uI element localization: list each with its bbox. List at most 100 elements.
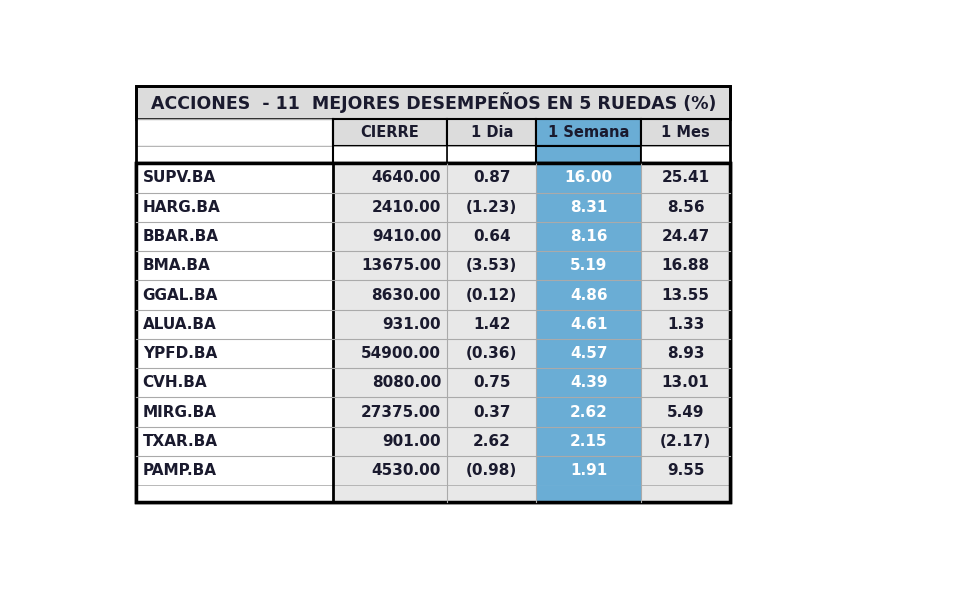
Bar (332, 310, 447, 339)
Bar (136, 163, 332, 193)
Bar (641, 339, 730, 368)
Bar (332, 251, 447, 280)
Bar (641, 222, 730, 251)
Text: 1.33: 1.33 (666, 316, 705, 332)
Text: 25.41: 25.41 (662, 170, 710, 185)
Text: (1.23): (1.23) (466, 200, 517, 215)
Bar (136, 456, 332, 485)
Text: BMA.BA: BMA.BA (143, 259, 211, 273)
Bar (332, 118, 447, 146)
Bar (536, 426, 641, 456)
Bar (447, 222, 536, 251)
Bar (332, 426, 447, 456)
Bar (332, 397, 447, 426)
Text: TXAR.BA: TXAR.BA (143, 434, 218, 449)
Bar (136, 193, 332, 222)
Bar (641, 146, 730, 163)
Bar (136, 86, 730, 502)
Bar (447, 163, 536, 193)
Text: (0.36): (0.36) (466, 346, 517, 361)
Text: 8.16: 8.16 (570, 229, 608, 244)
Bar (536, 222, 641, 251)
Text: GGAL.BA: GGAL.BA (143, 288, 218, 303)
Text: 931.00: 931.00 (382, 316, 441, 332)
Text: 4640.00: 4640.00 (371, 170, 441, 185)
Bar (536, 310, 641, 339)
Bar (641, 485, 730, 502)
Bar (332, 456, 447, 485)
Text: BBAR.BA: BBAR.BA (143, 229, 219, 244)
Text: PAMP.BA: PAMP.BA (143, 463, 217, 478)
Text: 8080.00: 8080.00 (371, 375, 441, 390)
Bar (332, 163, 447, 193)
Bar (536, 485, 641, 502)
Bar (536, 251, 641, 280)
Bar (332, 339, 447, 368)
Bar (136, 310, 332, 339)
Text: 8.93: 8.93 (666, 346, 705, 361)
Bar (536, 339, 641, 368)
Bar (136, 339, 332, 368)
Text: 9410.00: 9410.00 (371, 229, 441, 244)
Bar (136, 118, 332, 146)
Text: 16.88: 16.88 (662, 259, 710, 273)
Bar (536, 280, 641, 310)
Text: 1 Mes: 1 Mes (662, 125, 710, 140)
Bar (447, 146, 536, 163)
Text: 54900.00: 54900.00 (361, 346, 441, 361)
Bar (641, 456, 730, 485)
Bar (447, 397, 536, 426)
Text: 9.55: 9.55 (666, 463, 705, 478)
Bar (641, 193, 730, 222)
Text: (2.17): (2.17) (660, 434, 711, 449)
Text: (0.12): (0.12) (466, 288, 517, 303)
Bar (136, 368, 332, 397)
Text: 0.87: 0.87 (473, 170, 511, 185)
Bar (136, 146, 332, 163)
Text: 13.01: 13.01 (662, 375, 710, 390)
Bar (332, 485, 447, 502)
Text: 901.00: 901.00 (382, 434, 441, 449)
Bar (536, 163, 641, 193)
Bar (536, 146, 641, 163)
Bar (136, 485, 332, 502)
Text: 0.37: 0.37 (473, 405, 511, 420)
Bar (447, 485, 536, 502)
Text: 4530.00: 4530.00 (371, 463, 441, 478)
Text: 2410.00: 2410.00 (371, 200, 441, 215)
Text: 5.19: 5.19 (570, 259, 608, 273)
Bar (136, 222, 332, 251)
Bar (536, 397, 641, 426)
Text: 13.55: 13.55 (662, 288, 710, 303)
Bar (447, 251, 536, 280)
Bar (641, 251, 730, 280)
Text: MIRG.BA: MIRG.BA (143, 405, 217, 420)
Bar (332, 193, 447, 222)
Text: 27375.00: 27375.00 (361, 405, 441, 420)
Text: 1 Dia: 1 Dia (470, 125, 513, 140)
Text: CVH.BA: CVH.BA (143, 375, 208, 390)
Bar (641, 118, 730, 146)
Text: 2.62: 2.62 (473, 434, 511, 449)
Bar (447, 456, 536, 485)
Text: 24.47: 24.47 (662, 229, 710, 244)
Text: 4.57: 4.57 (570, 346, 608, 361)
Text: 13675.00: 13675.00 (361, 259, 441, 273)
Text: 4.61: 4.61 (570, 316, 608, 332)
Text: CIERRE: CIERRE (361, 125, 419, 140)
Text: SUPV.BA: SUPV.BA (143, 170, 216, 185)
Text: 8.31: 8.31 (570, 200, 608, 215)
Text: 8.56: 8.56 (666, 200, 705, 215)
Bar (332, 146, 447, 163)
Bar (447, 193, 536, 222)
Bar (136, 251, 332, 280)
Bar (447, 280, 536, 310)
Bar (641, 368, 730, 397)
Text: 4.86: 4.86 (569, 288, 608, 303)
Text: 2.15: 2.15 (570, 434, 608, 449)
Text: YPFD.BA: YPFD.BA (143, 346, 217, 361)
Bar (332, 368, 447, 397)
Bar (641, 397, 730, 426)
Bar (641, 426, 730, 456)
Bar (641, 163, 730, 193)
